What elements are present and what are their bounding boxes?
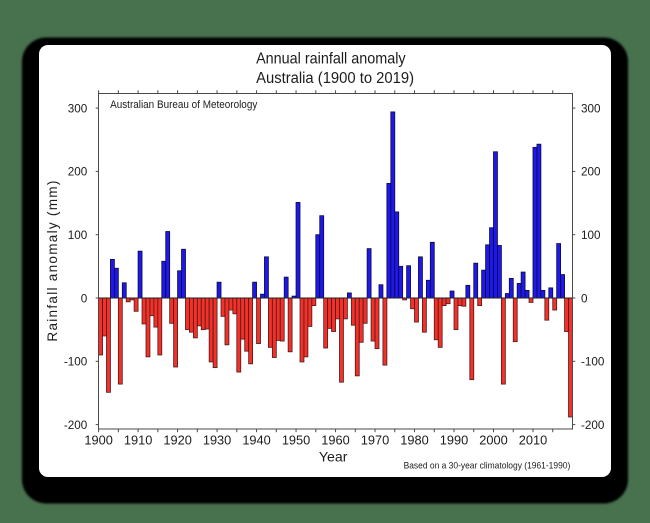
svg-text:1970: 1970 bbox=[361, 433, 389, 448]
svg-text:1920: 1920 bbox=[163, 433, 191, 448]
svg-text:2000: 2000 bbox=[479, 433, 507, 448]
svg-text:0: 0 bbox=[581, 292, 588, 305]
svg-text:Annual rainfall anomaly: Annual rainfall anomaly bbox=[256, 50, 406, 67]
svg-text:Based on a 30-year climatology: Based on a 30-year climatology (1961-199… bbox=[404, 461, 571, 471]
svg-text:1950: 1950 bbox=[282, 433, 310, 448]
svg-text:Rainfall anomaly (mm): Rainfall anomaly (mm) bbox=[45, 179, 60, 341]
svg-text:1930: 1930 bbox=[203, 433, 231, 448]
svg-text:Australian Bureau of Meteorolo: Australian Bureau of Meteorology bbox=[110, 99, 258, 111]
svg-text:-100: -100 bbox=[64, 356, 88, 369]
svg-text:300: 300 bbox=[581, 102, 601, 115]
svg-text:1980: 1980 bbox=[400, 433, 428, 448]
svg-text:Australia (1900 to 2019): Australia (1900 to 2019) bbox=[256, 70, 414, 87]
svg-text:200: 200 bbox=[581, 166, 601, 179]
svg-text:1900: 1900 bbox=[84, 433, 112, 448]
svg-text:100: 100 bbox=[68, 229, 88, 242]
svg-text:100: 100 bbox=[581, 229, 601, 242]
svg-text:1990: 1990 bbox=[440, 433, 468, 448]
svg-text:2010: 2010 bbox=[519, 433, 547, 448]
svg-text:300: 300 bbox=[68, 102, 88, 115]
svg-text:-200: -200 bbox=[581, 419, 605, 432]
svg-text:-100: -100 bbox=[581, 356, 605, 369]
svg-text:1910: 1910 bbox=[124, 433, 152, 448]
svg-text:1960: 1960 bbox=[321, 433, 349, 448]
svg-text:Year: Year bbox=[319, 449, 348, 464]
svg-text:200: 200 bbox=[68, 166, 88, 179]
svg-text:0: 0 bbox=[81, 292, 88, 305]
svg-text:-200: -200 bbox=[64, 419, 88, 432]
svg-text:1940: 1940 bbox=[242, 433, 270, 448]
